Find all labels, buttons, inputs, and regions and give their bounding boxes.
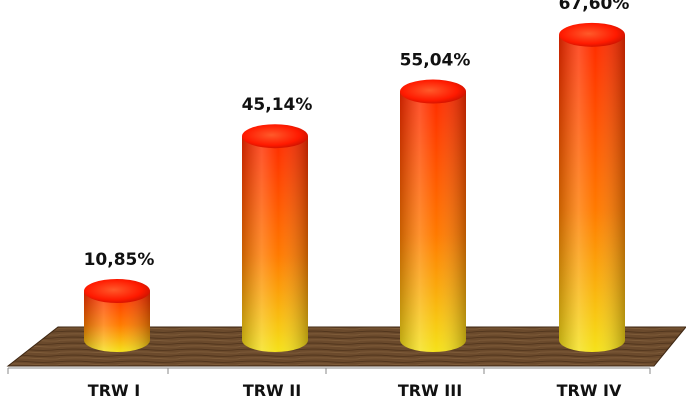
- bar-shading: [559, 35, 625, 352]
- category-label: TRW II: [243, 381, 301, 400]
- category-labels: TRW I TRW II TRW III TRW IV: [88, 381, 622, 400]
- category-label: TRW I: [88, 381, 140, 400]
- data-label: 67,60%: [559, 0, 630, 14]
- category-label: TRW IV: [557, 381, 622, 400]
- bar-top-cap: [84, 279, 150, 303]
- bar-top-cap: [559, 23, 625, 47]
- bar-top-cap: [400, 80, 466, 104]
- bar: [84, 279, 150, 352]
- data-label: 55,04%: [400, 51, 471, 71]
- bar-shading: [400, 92, 466, 352]
- bar-top-cap: [242, 124, 308, 148]
- bar: [242, 124, 308, 352]
- data-label: 10,85%: [84, 250, 155, 270]
- bar-shading: [242, 136, 308, 352]
- data-labels: 10,85% 45,14% 55,04% 67,60%: [84, 0, 630, 270]
- bar-series: [84, 23, 625, 352]
- data-label: 45,14%: [242, 95, 313, 115]
- bar: [559, 23, 625, 352]
- category-label: TRW III: [398, 381, 462, 400]
- x-axis-ticks: [8, 368, 650, 374]
- bar: [400, 80, 466, 352]
